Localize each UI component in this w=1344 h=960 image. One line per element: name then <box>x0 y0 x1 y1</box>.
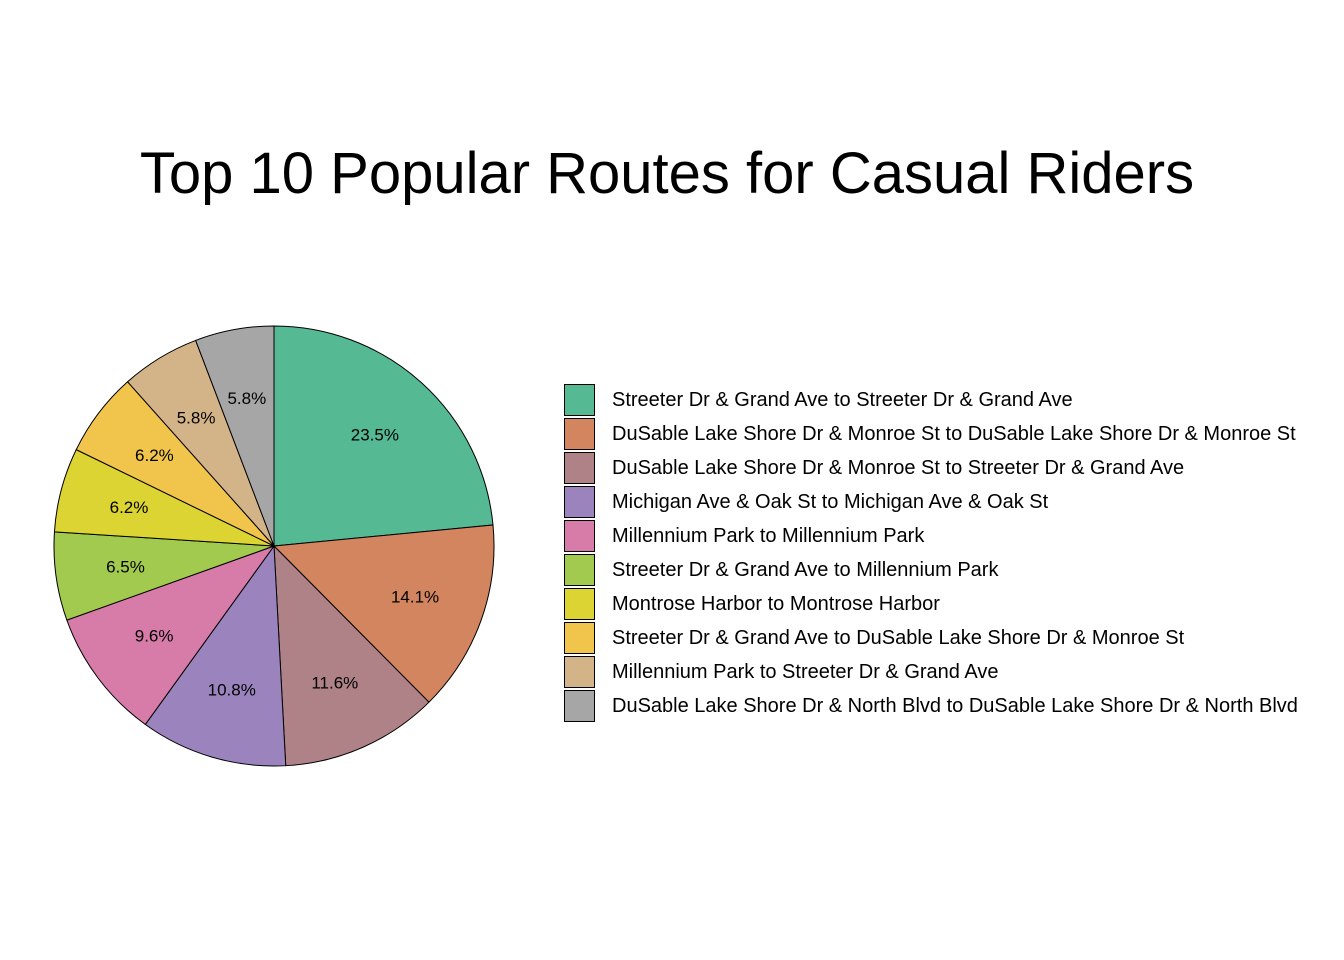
slice-label: 11.6% <box>311 674 358 693</box>
legend-swatch <box>564 520 595 552</box>
slice-label: 6.2% <box>135 446 174 465</box>
legend-label: Millennium Park to Streeter Dr & Grand A… <box>612 661 999 683</box>
legend-swatch <box>564 384 595 416</box>
legend-swatch <box>564 554 595 586</box>
pie-slice <box>66 544 276 726</box>
legend-swatch <box>564 622 595 654</box>
legend-label: Streeter Dr & Grand Ave to Millennium Pa… <box>612 559 999 581</box>
pie-slice <box>272 524 495 703</box>
slice-label: 9.6% <box>135 627 174 646</box>
slice-label: 23.5% <box>351 425 399 444</box>
legend-swatch <box>564 452 595 484</box>
pie-slice <box>273 325 494 547</box>
slice-label: 14.1% <box>391 587 439 606</box>
slice-label: 10.8% <box>208 680 256 699</box>
legend-swatch <box>564 486 595 518</box>
legend-swatch <box>564 656 595 688</box>
legend-label: Michigan Ave & Oak St to Michigan Ave & … <box>612 491 1049 513</box>
legend-swatch <box>564 418 595 450</box>
pie-slice <box>195 325 275 547</box>
legend-label: Streeter Dr & Grand Ave to Streeter Dr &… <box>612 389 1073 411</box>
pie-slice <box>144 544 287 767</box>
slice-label: 5.8% <box>177 408 216 427</box>
pie-slice <box>273 544 430 767</box>
legend-label: Millennium Park to Millennium Park <box>612 525 925 547</box>
legend-label: DuSable Lake Shore Dr & North Blvd to Du… <box>612 695 1298 717</box>
legend-label: DuSable Lake Shore Dr & Monroe St to Str… <box>612 457 1185 479</box>
legend-swatch <box>564 588 595 620</box>
legend-label: DuSable Lake Shore Dr & Monroe St to DuS… <box>612 423 1296 445</box>
slice-label: 6.2% <box>110 498 149 517</box>
slice-label: 5.8% <box>227 389 266 408</box>
chart-title: Top 10 Popular Routes for Casual Riders <box>139 141 1195 206</box>
legend-label: Montrose Harbor to Montrose Harbor <box>612 593 940 615</box>
legend-label: Streeter Dr & Grand Ave to DuSable Lake … <box>612 627 1185 649</box>
legend-swatch <box>564 690 595 722</box>
slice-label: 6.5% <box>106 557 145 576</box>
